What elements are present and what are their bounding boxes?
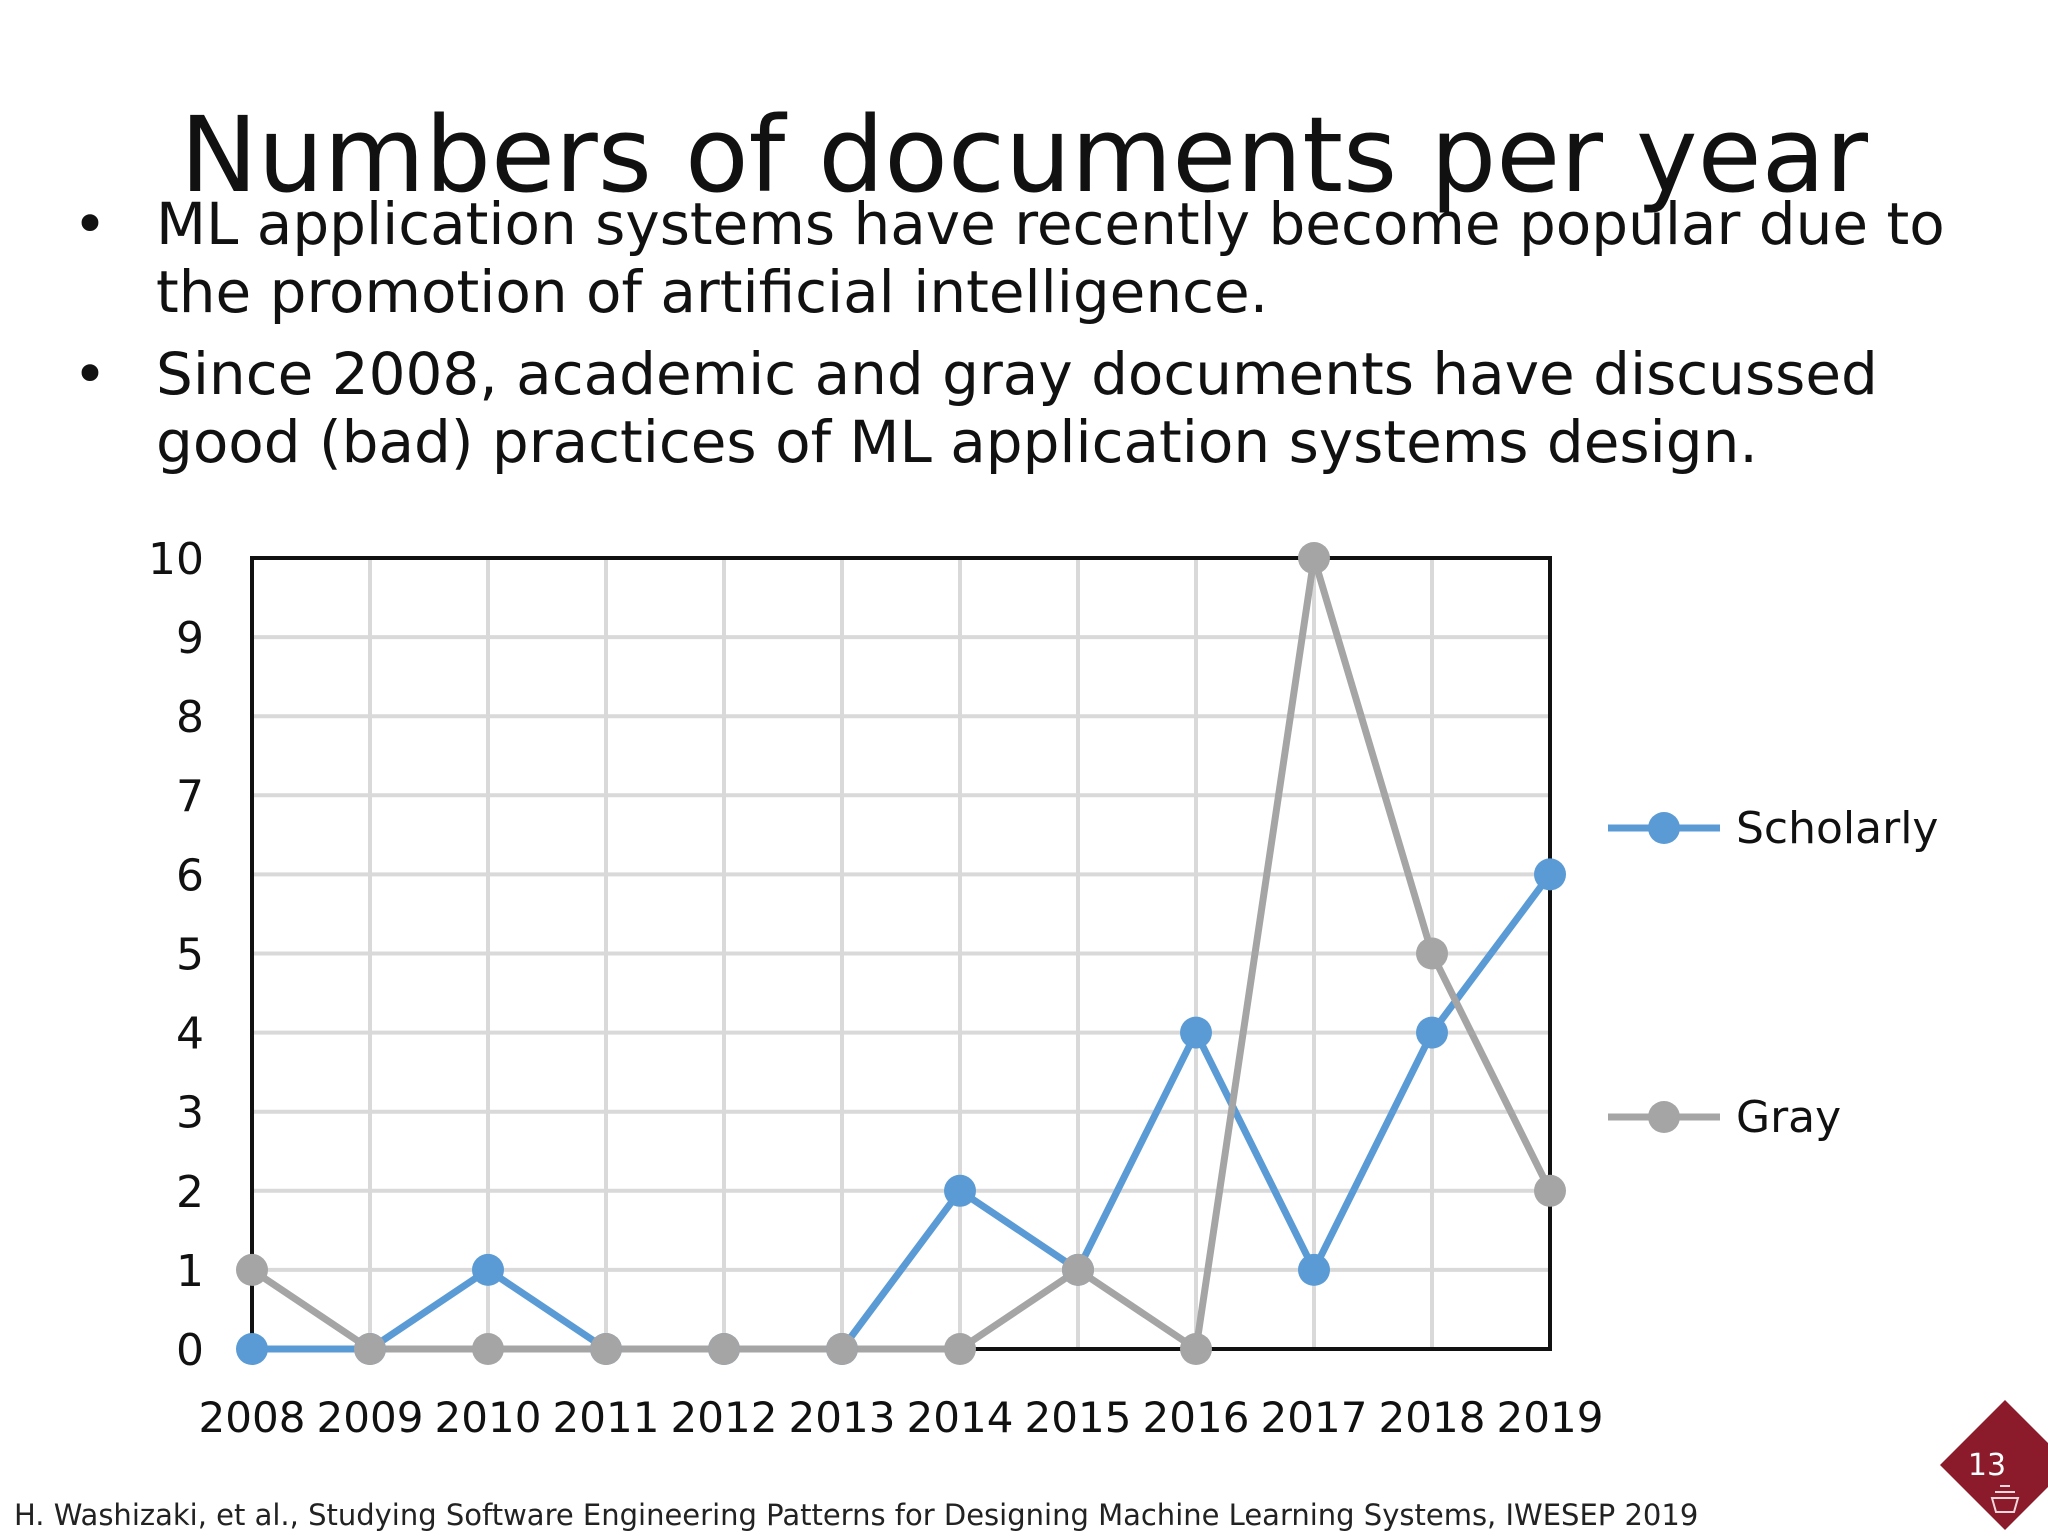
page-number: 13 xyxy=(1967,1448,2007,1483)
series-line xyxy=(250,554,1554,1353)
bullet-text: ML application systems have recently bec… xyxy=(156,190,1945,326)
legend-swatch-marker xyxy=(1648,812,1680,844)
x-tick-label: 2008 xyxy=(199,1393,306,1442)
y-tick-label: 3 xyxy=(176,1088,204,1139)
legend-label: Gray xyxy=(1736,1092,1841,1143)
data-point xyxy=(1534,858,1566,891)
y-tick-label: 8 xyxy=(176,692,204,743)
y-tick-label: 1 xyxy=(176,1246,204,1297)
x-tick-label: 2017 xyxy=(1261,1393,1368,1442)
data-point xyxy=(1062,1253,1094,1286)
y-tick-label: 2 xyxy=(176,1167,204,1218)
x-tick-label: 2015 xyxy=(1025,1393,1132,1442)
y-tick-label: 7 xyxy=(176,771,204,822)
legend-label: Scholarly xyxy=(1736,803,1938,854)
y-tick-label: 4 xyxy=(176,1009,204,1060)
y-tick-label: 9 xyxy=(176,613,204,664)
bullet-item: • ML application systems have recently b… xyxy=(70,190,1970,326)
data-point xyxy=(826,1333,858,1365)
data-point xyxy=(354,1333,386,1365)
bullet-list: • ML application systems have recently b… xyxy=(70,190,1970,490)
data-point xyxy=(944,1174,976,1207)
slide-title: Numbers of documents per year xyxy=(179,93,1869,216)
bullet-text: Since 2008, academic and gray documents … xyxy=(156,340,1878,476)
x-tick-label: 2009 xyxy=(317,1393,424,1442)
x-tick-label: 2014 xyxy=(907,1393,1014,1442)
data-point xyxy=(1180,1333,1212,1365)
data-point xyxy=(1416,1016,1448,1049)
chart-grid xyxy=(250,556,1552,1351)
y-tick-label: 0 xyxy=(176,1325,204,1376)
x-tick-label: 2016 xyxy=(1143,1393,1250,1442)
data-point xyxy=(1416,937,1448,970)
bullet-item: • Since 2008, academic and gray document… xyxy=(70,340,1970,476)
x-axis-ticks: 2008 2009 2010 2011 2012 2013 2014 2015 2016 2017… xyxy=(199,1393,1604,1442)
y-axis-ticks: 0 1 2 3 4 5 6 7 8 9 10 xyxy=(148,534,204,1376)
bullet-dot-icon: • xyxy=(72,190,108,258)
legend-swatch-marker xyxy=(1648,1101,1680,1133)
y-tick-label: 6 xyxy=(176,850,204,901)
x-tick-label: 2012 xyxy=(671,1393,778,1442)
data-point xyxy=(236,1253,268,1286)
x-tick-label: 2019 xyxy=(1497,1393,1604,1442)
y-tick-label: 10 xyxy=(148,534,204,585)
university-crest-diamond-icon xyxy=(1940,1400,2048,1530)
chart-series xyxy=(236,542,1566,1365)
data-point xyxy=(944,1333,976,1365)
data-point xyxy=(236,1333,268,1365)
y-tick-label: 5 xyxy=(176,930,204,981)
bullet-dot-icon: • xyxy=(72,340,108,408)
data-point xyxy=(1298,1253,1330,1286)
data-point xyxy=(472,1253,504,1286)
series-line xyxy=(252,872,1553,1353)
x-tick-label: 2013 xyxy=(789,1393,896,1442)
data-point xyxy=(472,1333,504,1365)
data-point xyxy=(590,1333,622,1365)
data-point xyxy=(1298,542,1330,574)
chart-legend: Scholarly Gray xyxy=(1608,803,1938,1143)
data-point xyxy=(1180,1016,1212,1049)
data-point xyxy=(708,1333,740,1365)
data-point xyxy=(1534,1174,1566,1207)
citation-footer: H. Washizaki, et al., Studying Software … xyxy=(14,1498,1699,1532)
x-tick-label: 2018 xyxy=(1379,1393,1486,1442)
x-tick-label: 2011 xyxy=(553,1393,660,1442)
x-tick-label: 2010 xyxy=(435,1393,542,1442)
